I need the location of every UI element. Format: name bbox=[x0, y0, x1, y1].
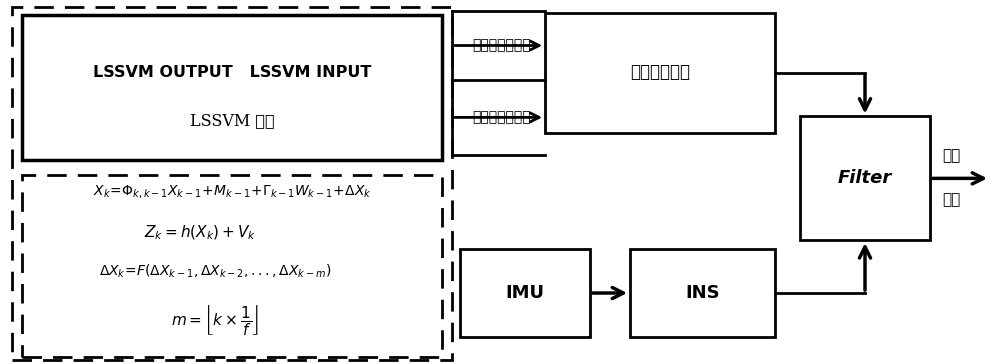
Text: 训练、预测速度: 训练、预测速度 bbox=[472, 39, 531, 52]
FancyBboxPatch shape bbox=[460, 249, 590, 337]
Text: Filter: Filter bbox=[838, 169, 892, 187]
FancyBboxPatch shape bbox=[800, 116, 930, 240]
Text: $Z_k = h(X_k) + V_k$: $Z_k = h(X_k) + V_k$ bbox=[144, 224, 256, 242]
Text: $\Delta X_k\!=\!F(\Delta X_{k-1},\Delta X_{k-2},...,\Delta X_{k-m})$: $\Delta X_k\!=\!F(\Delta X_{k-1},\Delta … bbox=[99, 262, 331, 280]
Text: LSSVM 训练: LSSVM 训练 bbox=[190, 112, 274, 128]
Text: $m = \left\lfloor k \times \dfrac{1}{f} \right\rfloor$: $m = \left\lfloor k \times \dfrac{1}{f} … bbox=[171, 303, 259, 337]
Text: 训练、预测位置: 训练、预测位置 bbox=[472, 110, 531, 124]
FancyBboxPatch shape bbox=[630, 249, 775, 337]
FancyBboxPatch shape bbox=[22, 15, 442, 160]
Text: LSSVM OUTPUT   LSSVM INPUT: LSSVM OUTPUT LSSVM INPUT bbox=[93, 65, 371, 80]
Text: 位置: 位置 bbox=[942, 193, 960, 207]
Text: INS: INS bbox=[685, 284, 720, 302]
FancyBboxPatch shape bbox=[545, 13, 775, 133]
Text: IMU: IMU bbox=[506, 284, 544, 302]
Text: 动态模型偏差: 动态模型偏差 bbox=[630, 64, 690, 81]
Text: 速度: 速度 bbox=[942, 150, 960, 163]
FancyBboxPatch shape bbox=[22, 175, 442, 357]
FancyBboxPatch shape bbox=[12, 7, 452, 360]
Text: $X_k\!=\!\Phi_{k,k-1}X_{k-1}\!+\!M_{k-1}\!+\!\Gamma_{k-1}W_{k-1}\!+\!\Delta X_k$: $X_k\!=\!\Phi_{k,k-1}X_{k-1}\!+\!M_{k-1}… bbox=[93, 183, 371, 199]
